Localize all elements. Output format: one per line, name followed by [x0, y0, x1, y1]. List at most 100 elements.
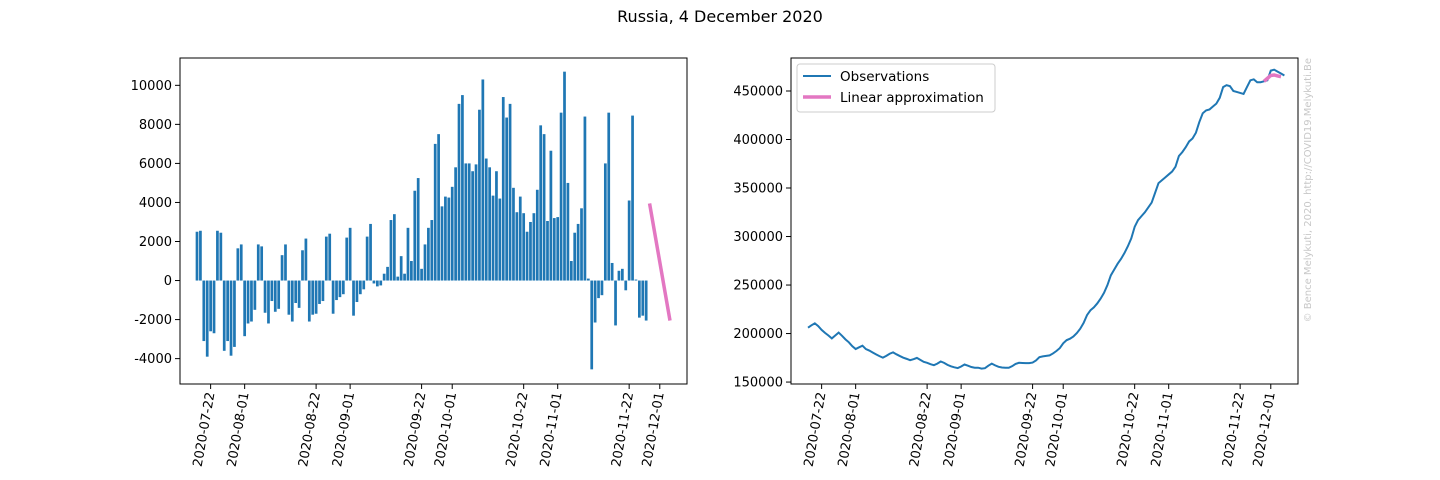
bar	[219, 232, 223, 281]
line-chart-xtick-label: 2020-07-22	[802, 391, 830, 468]
bar-approximation-line	[647, 203, 672, 321]
bar	[307, 280, 311, 322]
bar	[314, 280, 318, 314]
bar	[512, 187, 515, 281]
bar	[505, 117, 509, 281]
bar	[410, 261, 413, 281]
bar-chart-xtick-label: 2020-12-01	[640, 391, 668, 468]
bar	[641, 280, 645, 316]
bar-chart-xtick-label: 2020-11-22	[609, 391, 637, 468]
bar	[396, 276, 400, 281]
bar	[270, 280, 274, 302]
line-chart-xtick-label: 2020-12-01	[1251, 391, 1279, 468]
bar	[386, 266, 389, 281]
bar	[593, 280, 597, 323]
bar	[297, 280, 301, 308]
bar-chart-xtick-label: 2020-10-01	[432, 391, 460, 468]
bar	[535, 189, 539, 281]
bar	[294, 280, 298, 303]
bar	[338, 280, 342, 298]
line-chart-axes-frame	[790, 57, 1299, 385]
bar	[311, 280, 315, 315]
bar	[260, 246, 264, 281]
bar	[352, 280, 355, 316]
bar	[627, 200, 631, 281]
bar	[358, 280, 362, 295]
bar	[566, 182, 570, 281]
bar	[267, 280, 270, 324]
bar	[355, 280, 359, 303]
bar	[481, 79, 485, 281]
bar	[450, 186, 454, 281]
bar	[277, 280, 281, 309]
bar	[563, 71, 566, 281]
line-chart-xtick-label: 2020-09-22	[1013, 391, 1041, 468]
bar	[341, 280, 345, 295]
line-chart-ytick-label: 350000	[733, 182, 783, 197]
bar	[423, 244, 427, 281]
bar	[518, 196, 522, 281]
line-chart-xtick-label: 2020-10-22	[1115, 391, 1143, 468]
bar	[610, 262, 614, 281]
bar	[263, 280, 267, 313]
bar	[457, 103, 461, 281]
bar	[573, 232, 577, 281]
bar-chart-xtick-label: 2020-08-22	[296, 391, 324, 468]
bar-chart-xtick-label: 2020-09-01	[330, 391, 358, 468]
bar	[454, 167, 457, 281]
bar	[461, 95, 464, 281]
bar	[379, 280, 383, 286]
bar	[202, 280, 206, 342]
bar-chart-ytick-label: 2000	[139, 235, 172, 250]
bar	[556, 217, 560, 281]
bar-chart-ytick-label: 4000	[139, 196, 172, 211]
bar	[239, 244, 243, 281]
bar	[420, 268, 423, 281]
bar-chart-xtick-label: 2020-08-01	[225, 391, 253, 468]
bar	[515, 212, 519, 281]
bar	[209, 280, 212, 332]
bar	[464, 163, 468, 281]
bar	[229, 280, 233, 356]
bar	[328, 233, 332, 281]
bar	[335, 280, 338, 301]
bar	[631, 115, 634, 281]
bar	[580, 208, 583, 281]
bar	[324, 236, 328, 281]
watermark: © Bence Melykuti, 2020. http://COVID19.M…	[1303, 58, 1314, 322]
line-chart-ytick-label: 450000	[733, 84, 783, 99]
bar	[539, 125, 543, 281]
series-linear-approximation-line	[1262, 73, 1282, 83]
line-chart-ytick-label: 200000	[733, 327, 783, 342]
bar	[416, 178, 420, 281]
bar	[369, 223, 372, 281]
figure-title: Russia, 4 December 2020	[617, 7, 823, 26]
bar	[413, 190, 417, 281]
bar	[614, 280, 617, 326]
bar	[403, 273, 406, 281]
bar	[304, 238, 308, 281]
bar	[501, 97, 505, 281]
bar-chart-xtick-label: 2020-10-22	[504, 391, 532, 468]
bar	[638, 280, 641, 318]
bar	[586, 278, 590, 281]
bar	[195, 231, 199, 281]
bar-chart-xtick-label: 2020-11-01	[538, 391, 566, 468]
bar	[406, 227, 410, 281]
bar	[542, 134, 546, 281]
bar	[430, 220, 434, 281]
bar	[532, 213, 536, 281]
bar	[529, 221, 532, 281]
line-chart-xtick-label: 2020-10-01	[1043, 391, 1071, 468]
bar	[498, 198, 502, 281]
bar	[236, 248, 240, 281]
bar	[233, 280, 236, 347]
bar	[348, 227, 352, 281]
bar	[318, 280, 321, 304]
bar	[375, 280, 379, 287]
bar	[382, 273, 386, 281]
bar	[525, 231, 529, 281]
bar	[250, 280, 253, 322]
line-chart-ytick-label: 250000	[733, 279, 783, 294]
line-chart-observations: 150000 200000 250000 300000 350000 400000 4500…	[733, 57, 1299, 468]
